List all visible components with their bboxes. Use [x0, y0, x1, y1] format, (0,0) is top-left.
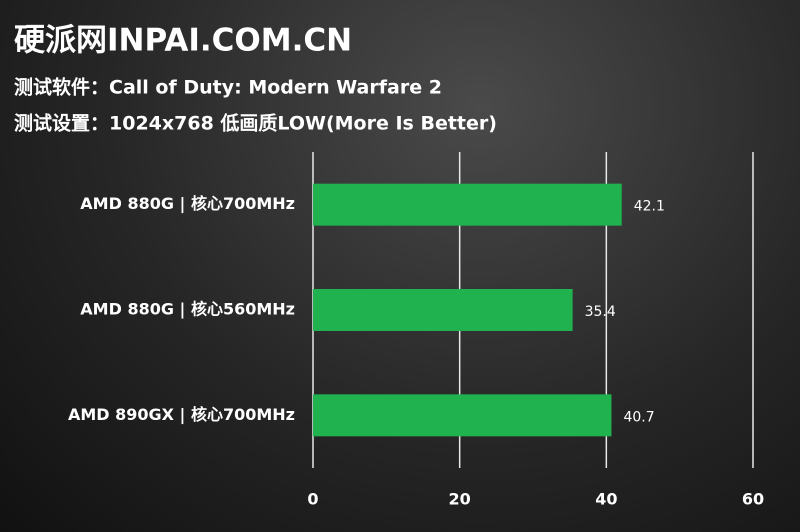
bar [313, 289, 573, 331]
chart-subtitle: 测试设置：1024x768 低画质LOW(More Is Better) [14, 112, 497, 135]
x-tick-label: 40 [595, 490, 617, 509]
chart-title: 硬派网INPAI.COM.CN [14, 23, 352, 59]
chart-subtitle: 测试软件：Call of Duty: Modern Warfare 2 [14, 76, 442, 99]
x-tick-label: 20 [449, 490, 471, 509]
value-label: 40.7 [623, 409, 654, 425]
bar [313, 183, 622, 226]
y-tick-label: AMD 880G | 核心700MHz [80, 194, 295, 214]
value-label: 35.4 [585, 304, 616, 320]
x-tick-label: 60 [742, 490, 764, 509]
y-tick-label: AMD 890GX | 核心700MHz [68, 405, 295, 425]
bar [313, 394, 612, 437]
x-tick-label: 0 [307, 490, 318, 509]
y-tick-label: AMD 880G | 核心560MHz [80, 300, 295, 320]
value-label: 42.1 [634, 199, 665, 215]
